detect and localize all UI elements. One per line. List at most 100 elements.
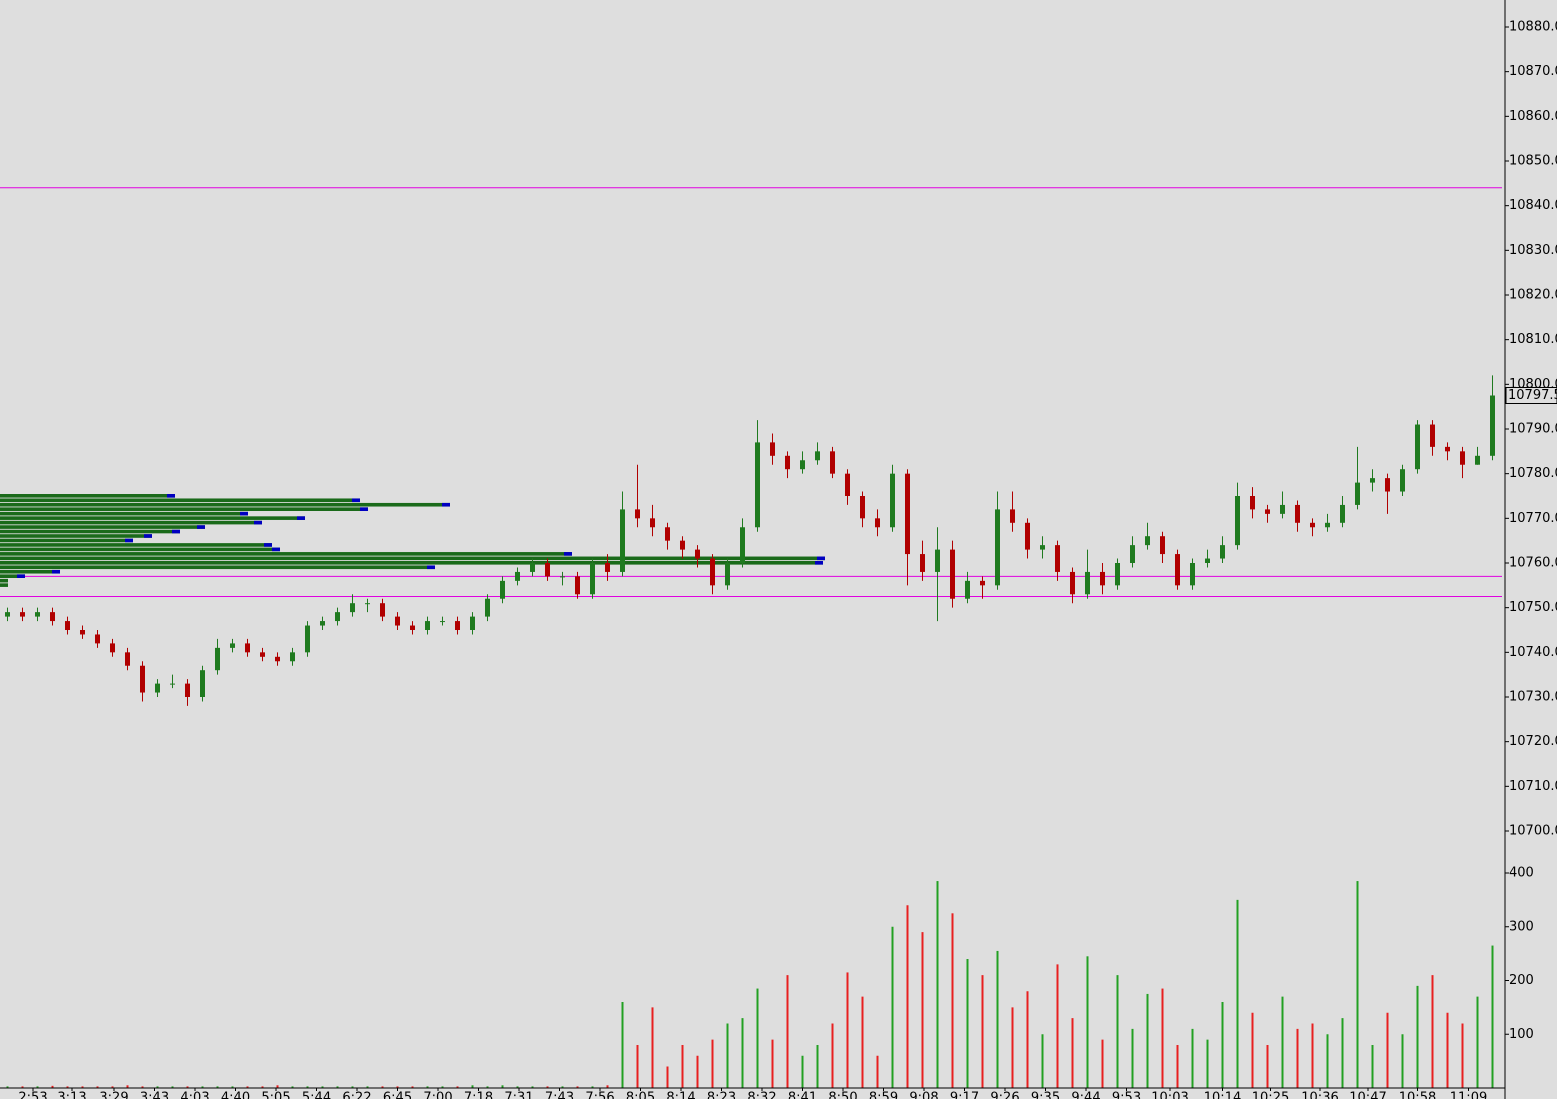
volume-bar	[501, 1085, 504, 1088]
volume-bar	[756, 988, 759, 1088]
candle-body	[1175, 554, 1180, 586]
profile-cap	[197, 525, 205, 529]
x-tick-label: 5:44	[302, 1091, 331, 1099]
volume-bar	[1236, 899, 1239, 1088]
volume-bar	[1131, 1028, 1134, 1088]
candle-body	[95, 634, 100, 644]
candle-body	[155, 683, 160, 693]
y-tick-label: 10760.0	[1509, 556, 1557, 571]
y-tick-label: 10830.0	[1509, 243, 1557, 258]
profile-bar	[0, 520, 262, 525]
x-tick-label: 3:13	[57, 1091, 86, 1099]
candle-body	[1490, 395, 1495, 456]
volume-bar	[441, 1086, 444, 1088]
candle-body	[365, 603, 370, 605]
x-tick-label: 7:43	[545, 1091, 574, 1099]
last-price-box	[1505, 387, 1557, 404]
volume-bar	[651, 1007, 654, 1088]
candle-body	[1475, 455, 1480, 465]
candle-body	[440, 621, 445, 623]
volume-bar	[816, 1045, 819, 1088]
volume-bar	[66, 1086, 69, 1088]
volume-bar	[681, 1045, 684, 1088]
candle-body	[185, 683, 190, 697]
candle-body	[1250, 496, 1255, 510]
x-tick-label: 9:53	[1112, 1091, 1141, 1099]
profile-bar	[0, 498, 360, 503]
candle-body	[1460, 451, 1465, 465]
candle-body	[650, 518, 655, 528]
x-tick-label: 10:58	[1399, 1091, 1436, 1099]
profile-cap	[352, 498, 360, 503]
volume-bar	[771, 1039, 774, 1088]
candle-body	[1190, 563, 1195, 586]
candle-body	[260, 652, 265, 657]
volume-bar	[111, 1086, 114, 1088]
candle-body	[605, 563, 610, 572]
profile-cap	[52, 569, 60, 574]
candle-body	[680, 540, 685, 550]
y-tick-label: 10850.0	[1509, 154, 1557, 169]
y-tick-label: 10880.0	[1509, 20, 1557, 35]
profile-cap	[264, 543, 272, 547]
y-tick-label: 10710.0	[1509, 779, 1557, 794]
volume-bar	[216, 1086, 219, 1088]
candle-body	[275, 656, 280, 662]
volume-bar	[966, 959, 969, 1088]
volume-bar	[696, 1055, 699, 1088]
candle-body	[575, 576, 580, 595]
volume-bar	[276, 1085, 279, 1088]
candle-body	[1205, 558, 1210, 563]
profile-cap	[564, 552, 572, 556]
volume-bar	[1116, 975, 1119, 1088]
candle-body	[1130, 545, 1135, 563]
candle-body	[1355, 482, 1360, 505]
volume-bar	[246, 1086, 249, 1088]
volume-bar	[1266, 1045, 1269, 1088]
y-tick-label: 10860.0	[1509, 109, 1557, 124]
candle-body	[560, 576, 565, 578]
candle-body	[5, 612, 10, 617]
candle-body	[1085, 571, 1090, 595]
profile-bar	[0, 529, 180, 534]
profile-bar	[0, 561, 823, 565]
candle-body	[1235, 496, 1240, 546]
candle-body	[1400, 469, 1405, 492]
profile-cap	[272, 547, 280, 552]
volume-bar	[36, 1086, 39, 1088]
profile-bar	[0, 494, 175, 498]
volume-bar	[426, 1086, 429, 1088]
x-tick-label: 4:03	[180, 1091, 209, 1099]
x-tick-label: 2:53	[18, 1091, 47, 1099]
volume-bar	[381, 1086, 384, 1088]
volume-bar	[1146, 993, 1149, 1088]
volume-bar	[186, 1086, 189, 1088]
volume-bar	[141, 1086, 144, 1088]
candle-body	[20, 612, 25, 617]
volume-bar	[636, 1045, 639, 1088]
candle-body	[50, 612, 55, 622]
last-price-label: 10797.5	[1508, 388, 1557, 403]
candle-body	[965, 580, 970, 599]
profile-bar	[0, 574, 25, 578]
profile-cap	[360, 507, 368, 511]
candle-body	[1310, 522, 1315, 528]
volume-bar	[1341, 1018, 1344, 1088]
volume-bar	[1461, 1023, 1464, 1088]
volume-bar	[411, 1086, 414, 1088]
profile-cap	[442, 502, 450, 507]
y-tick-label: 10790.0	[1509, 422, 1557, 437]
volume-bar	[1206, 1039, 1209, 1088]
x-tick-label: 7:31	[504, 1091, 533, 1099]
profile-bar	[0, 583, 8, 587]
candle-body	[935, 549, 940, 572]
candle-body	[1370, 478, 1375, 483]
volume-bar	[171, 1086, 174, 1088]
volume-bar	[1011, 1007, 1014, 1088]
candle-body	[770, 442, 775, 456]
candle-body	[1265, 509, 1270, 514]
candle-body	[1430, 424, 1435, 447]
y-tick-label: 10730.0	[1509, 690, 1557, 705]
profile-cap	[167, 494, 175, 498]
